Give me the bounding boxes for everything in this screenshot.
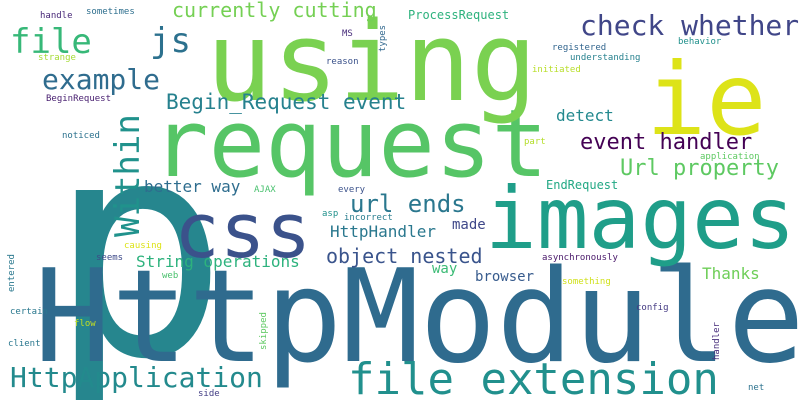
word-handle: handle xyxy=(40,11,73,21)
word-side: side xyxy=(198,389,220,399)
word-application: application xyxy=(700,152,760,162)
word-understanding: understanding xyxy=(570,53,641,63)
word-ms: MS xyxy=(342,29,353,39)
word-asynchronously: asynchronously xyxy=(542,253,618,263)
word-check-whether: check whether xyxy=(580,9,800,42)
word-better-way: better way xyxy=(144,177,241,196)
word-flow: flow xyxy=(74,319,96,329)
word-file-extension: file extension xyxy=(348,354,719,400)
word-sometimes: sometimes xyxy=(86,7,135,17)
word-within: Within xyxy=(108,114,148,237)
word-using: using xyxy=(206,0,538,126)
word-p: p xyxy=(48,76,229,400)
word-httphandler: HttpHandler xyxy=(330,222,436,241)
word-initiated: initiated xyxy=(532,65,581,75)
word-asp: asp xyxy=(322,209,339,219)
word-example: example xyxy=(42,63,161,96)
word-reason: reason xyxy=(326,57,359,67)
word-event-handler: event handler xyxy=(580,130,753,155)
word-handler: handler xyxy=(712,322,722,360)
word-made: made xyxy=(452,217,486,233)
word-string-operations: String operations xyxy=(136,252,300,271)
word-thanks: Thanks xyxy=(702,264,760,283)
word-httpapplication: HttpApplication xyxy=(10,361,263,394)
word-noticed: noticed xyxy=(62,131,100,141)
word-processrequest: ProcessRequest xyxy=(408,8,510,22)
word-js: js xyxy=(150,21,191,61)
word-something: something xyxy=(562,277,611,287)
word-strange: strange xyxy=(38,53,76,63)
word-web: web xyxy=(162,271,179,281)
word-causing: causing xyxy=(124,241,162,251)
word-object-nested: object nested xyxy=(326,244,483,268)
word-css: css xyxy=(174,186,312,275)
word-url-property: Url property xyxy=(620,156,779,181)
word-ie: ie xyxy=(646,41,767,158)
word-httpmodule: HttpModule xyxy=(34,243,800,392)
word-config: config xyxy=(636,303,669,313)
word-client: client xyxy=(8,339,41,349)
word-net: net xyxy=(748,383,765,393)
word-seems: seems xyxy=(96,253,124,263)
word-beginrequest: BeginRequest xyxy=(46,94,112,104)
word-request: request xyxy=(152,90,549,199)
word-way: way xyxy=(432,261,458,277)
word-part: part xyxy=(524,137,546,147)
word-registered: registered xyxy=(552,43,607,53)
word-skipped: skipped xyxy=(259,312,269,350)
word-types: types xyxy=(378,24,388,52)
word-detect: detect xyxy=(556,106,614,125)
word-begin-request-event: Begin_Request event xyxy=(166,90,407,114)
word-certain: certain xyxy=(10,307,48,317)
word-url-ends: url ends xyxy=(350,190,466,218)
word-entered: entered xyxy=(7,254,17,292)
word-endrequest: EndRequest xyxy=(546,178,619,192)
word-file: file xyxy=(10,22,92,62)
word-ajax: AJAX xyxy=(254,185,276,195)
word-incorrect: incorrect xyxy=(344,213,393,223)
word-currently-cutting: currently cutting xyxy=(172,0,377,22)
word-behavior: behavior xyxy=(678,37,722,47)
word-browser: browser xyxy=(475,269,535,285)
word-every: every xyxy=(338,185,366,195)
word-images: images xyxy=(485,169,796,269)
